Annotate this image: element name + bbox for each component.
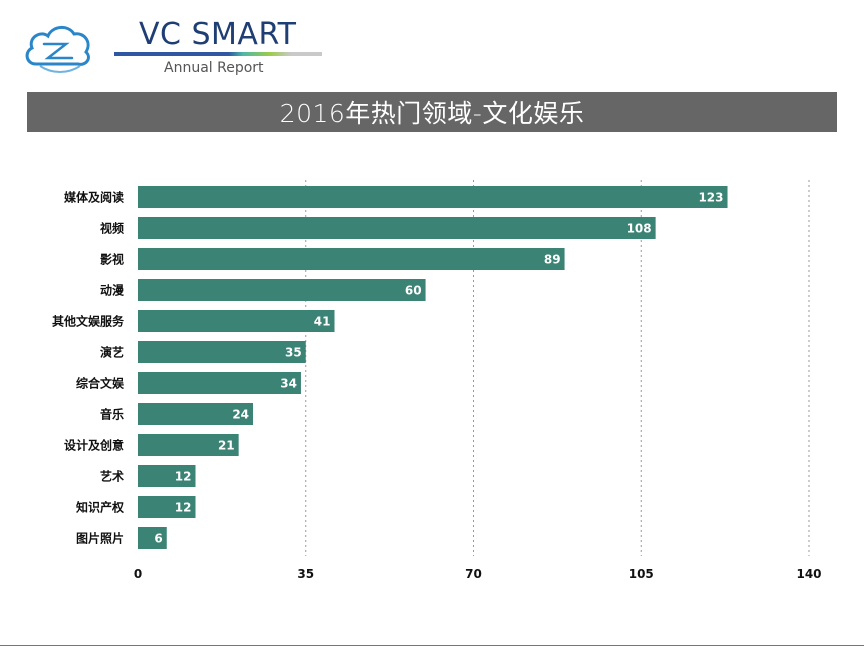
category-label-10: 知识产权: [75, 500, 125, 515]
category-label-11: 图片照片: [76, 531, 124, 546]
category-label-9: 艺术: [100, 469, 124, 484]
category-label-7: 音乐: [100, 407, 124, 422]
data-label-6: 34: [280, 377, 297, 391]
x-tick-label-1: 35: [297, 567, 314, 581]
brand-title: VC SMART: [139, 17, 297, 52]
bottom-divider: [0, 645, 864, 646]
bar-9: [138, 465, 196, 487]
category-label-4: 其他文娱服务: [52, 314, 125, 329]
data-label-0: 123: [698, 191, 723, 205]
bar-7: [138, 403, 254, 425]
data-label-9: 12: [175, 470, 192, 484]
category-label-6: 综合文娱: [76, 376, 125, 391]
data-label-11: 6: [154, 532, 162, 546]
bar-4: [138, 310, 335, 332]
bar-0: [138, 186, 728, 208]
category-label-2: 影视: [100, 252, 124, 267]
x-tick-label-3: 105: [629, 567, 654, 581]
data-label-4: 41: [314, 315, 331, 329]
data-label-8: 21: [218, 439, 235, 453]
bar-8: [138, 434, 239, 456]
bar-10: [138, 496, 196, 518]
category-label-3: 动漫: [100, 283, 125, 298]
data-label-1: 108: [627, 222, 652, 236]
bar-11: [138, 527, 167, 549]
title-banner: 2016年热门领域-文化娱乐: [27, 92, 837, 132]
bar-3: [138, 279, 426, 301]
category-label-1: 视频: [100, 221, 124, 236]
data-label-3: 60: [405, 284, 422, 298]
category-label-0: 媒体及阅读: [64, 190, 124, 205]
x-tick-label-4: 140: [796, 567, 821, 581]
bar-6: [138, 372, 301, 394]
bar-2: [138, 248, 565, 270]
data-label-2: 89: [544, 253, 561, 267]
brand-subtitle: Annual Report: [164, 60, 264, 76]
cloud-logo-icon: [25, 26, 90, 73]
bar-5: [138, 341, 306, 363]
x-tick-label-2: 70: [465, 567, 482, 581]
page-title: 2016年热门领域-文化娱乐: [279, 99, 585, 128]
data-label-5: 35: [285, 346, 302, 360]
bar-1: [138, 217, 656, 239]
data-label-10: 12: [175, 501, 192, 515]
brand-divider: [114, 52, 322, 56]
x-tick-label-0: 0: [134, 567, 142, 581]
category-label-5: 演艺: [100, 345, 124, 360]
category-label-8: 设计及创意: [64, 438, 124, 453]
data-label-7: 24: [232, 408, 249, 422]
